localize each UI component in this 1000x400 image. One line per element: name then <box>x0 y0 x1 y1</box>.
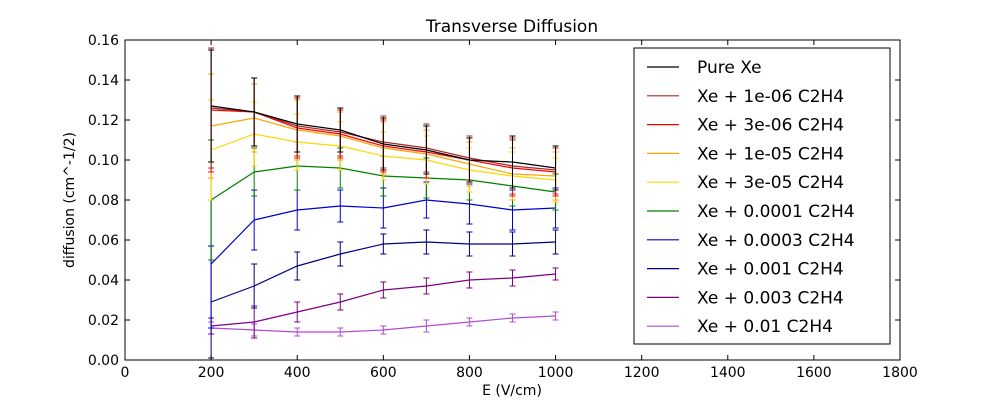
y-axis: 0.00 0.02 0.04 0.06 0.08 0.10 0.12 0.14 0.16 <box>88 33 900 369</box>
legend: Pure Xe Xe + 1e-06 C2H4 Xe + 3e-06 C2H4 Xe … <box>633 47 891 345</box>
x-tick-label: 1800 <box>882 365 918 381</box>
legend-label: Xe + 0.0001 C2H4 <box>697 202 855 222</box>
y-tick-label: 0.06 <box>88 233 119 249</box>
x-tick-label: 1200 <box>624 365 660 381</box>
y-axis-label: diffusion (cm^-1/2) <box>62 132 78 268</box>
x-axis-label: E (V/cm) <box>482 383 542 399</box>
plot-area <box>208 47 559 359</box>
x-tick-label: 1000 <box>538 365 574 381</box>
legend-label: Xe + 0.01 C2H4 <box>697 317 833 337</box>
y-tick-label: 0.14 <box>88 73 119 89</box>
y-tick-label: 0.10 <box>88 153 119 169</box>
legend-label: Xe + 3e-05 C2H4 <box>697 173 844 193</box>
x-tick-label: 600 <box>370 365 397 381</box>
legend-label: Xe + 1e-06 C2H4 <box>697 87 844 107</box>
y-tick-label: 0.12 <box>88 113 119 129</box>
x-tick-label: 1400 <box>710 365 746 381</box>
legend-box <box>633 47 891 345</box>
x-tick-label: 200 <box>198 365 225 381</box>
legend-label: Xe + 0.0003 C2H4 <box>697 231 855 251</box>
x-tick-label: 400 <box>284 365 311 381</box>
y-tick-label: 0.00 <box>88 353 119 369</box>
chart-title: Transverse Diffusion <box>425 17 598 37</box>
y-tick-label: 0.08 <box>88 193 119 209</box>
y-tick-label: 0.04 <box>88 273 119 289</box>
legend-label: Pure Xe <box>697 58 762 78</box>
x-tick-label: 0 <box>121 365 130 381</box>
x-tick-label: 800 <box>456 365 483 381</box>
series-6 <box>208 181 559 329</box>
legend-label: Xe + 3e-06 C2H4 <box>697 116 844 136</box>
y-tick-label: 0.16 <box>88 33 119 49</box>
legend-label: Xe + 1e-05 C2H4 <box>697 144 844 164</box>
x-axis: 0 200 400 600 800 1000 1200 1400 1600 1800 <box>121 40 918 381</box>
series-0 <box>208 49 559 191</box>
y-tick-label: 0.02 <box>88 313 119 329</box>
legend-label: Xe + 0.001 C2H4 <box>697 260 844 280</box>
x-tick-label: 1600 <box>796 365 832 381</box>
series-9 <box>208 311 559 337</box>
legend-label: Xe + 0.003 C2H4 <box>697 288 844 308</box>
